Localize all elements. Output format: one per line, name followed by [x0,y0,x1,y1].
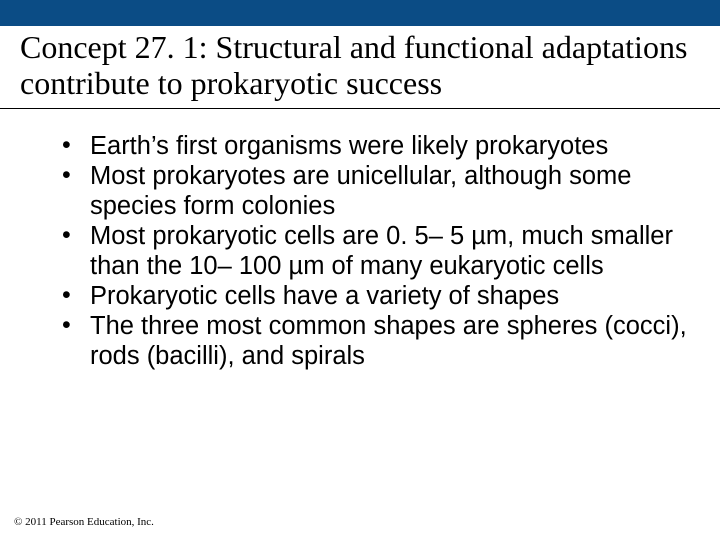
copyright-text: © 2011 Pearson Education, Inc. [14,516,154,528]
top-accent-bar [0,0,720,26]
list-item: Most prokaryotes are unicellular, althou… [58,161,690,221]
slide: Concept 27. 1: Structural and functional… [0,0,720,540]
list-item: The three most common shapes are spheres… [58,311,690,371]
list-item: Most prokaryotic cells are 0. 5– 5 µm, m… [58,221,690,281]
bullet-list: Earth’s first organisms were likely prok… [58,131,690,372]
slide-body: Earth’s first organisms were likely prok… [0,109,720,372]
slide-title: Concept 27. 1: Structural and functional… [0,26,720,109]
list-item: Prokaryotic cells have a variety of shap… [58,281,690,311]
list-item: Earth’s first organisms were likely prok… [58,131,690,161]
